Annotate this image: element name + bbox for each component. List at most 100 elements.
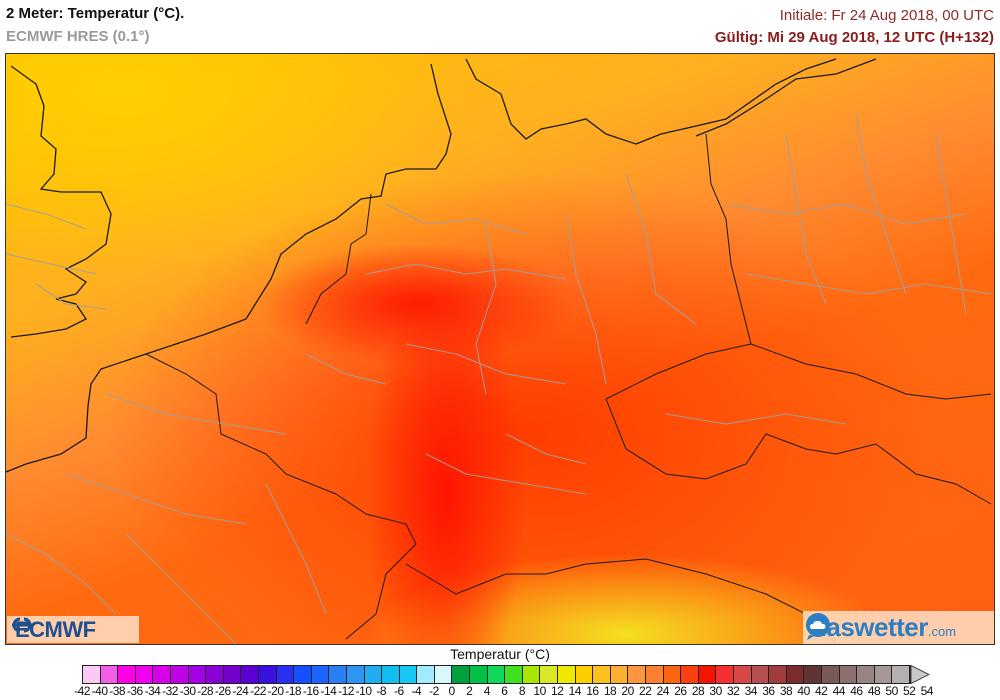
colorbar-swatch <box>258 666 277 683</box>
colorbar-tick: 16 <box>586 684 599 698</box>
colorbar-tick: 32 <box>727 684 740 698</box>
colorbar-swatch <box>153 666 171 683</box>
colorbar-tick: -36 <box>126 684 143 698</box>
colorbar-tick: 22 <box>639 684 652 698</box>
colorbar-extend-right-icon <box>910 665 931 684</box>
colorbar-swatch <box>663 666 682 683</box>
colorbar-tick: 52 <box>903 684 916 698</box>
colorbar-swatch <box>100 666 119 683</box>
colorbar-swatch <box>364 666 383 683</box>
colorbar-swatch <box>505 666 523 683</box>
border-at <box>405 558 837 644</box>
colorbar-tick: -16 <box>302 684 319 698</box>
colorbar-tick: -10 <box>355 684 372 698</box>
coastline-england <box>10 65 112 338</box>
colorbar-tick: 4 <box>483 684 491 698</box>
colorbar-swatch <box>470 666 488 683</box>
colorbar-tick-labels: -42 -40 -38 -36 -34 -32 -30 -28 -26 -24 -22 -20 -18-… <box>0 684 1000 700</box>
daswetter-logo: daswetter .com <box>803 611 994 644</box>
colorbar-swatch <box>399 666 418 683</box>
colorbar-swatch <box>593 666 611 683</box>
temperature-map[interactable]: ECMWF daswetter .com <box>5 53 995 645</box>
map-title: 2 Meter: Temperatur (°C). <box>6 5 185 22</box>
colorbar-tick: -38 <box>109 684 126 698</box>
colorbar-tick: -40 <box>91 684 108 698</box>
colorbar-tick: 24 <box>656 684 670 698</box>
colorbar-swatch <box>188 666 207 683</box>
colorbar-tick: 36 <box>762 684 775 698</box>
colorbar-swatch <box>610 666 629 683</box>
colorbar-tick: 20 <box>621 684 634 698</box>
daswetter-logo-text: daswetter <box>811 612 928 642</box>
colorbar-tick: 18 <box>603 684 617 698</box>
map-borders <box>6 58 992 644</box>
colorbar-swatch <box>716 666 734 683</box>
colorbar-tick: -34 <box>144 684 161 698</box>
colorbar-swatch <box>223 666 242 683</box>
colorbar-swatch <box>294 666 312 683</box>
colorbar-swatch <box>558 666 576 683</box>
colorbar-tick: -22 <box>250 684 266 698</box>
colorbar-tick: 46 <box>850 684 863 698</box>
ecmwf-logo: ECMWF <box>7 616 139 643</box>
colorbar-swatch <box>241 666 259 683</box>
colorbar-tick: 44 <box>832 684 846 698</box>
colorbar-swatch <box>874 666 893 683</box>
colorbar-swatch <box>857 666 875 683</box>
colorbar-swatch <box>769 666 787 683</box>
colorbar-swatch <box>276 666 295 683</box>
colorbar-tick: 10 <box>533 684 546 698</box>
colorbar-tick: -4 <box>411 684 422 698</box>
coastline-poland <box>695 58 877 137</box>
colorbar-tick: 42 <box>815 684 828 698</box>
colorbar-swatch <box>206 666 224 683</box>
colorbar-swatch <box>452 666 471 683</box>
colorbar-tick: 8 <box>518 684 526 698</box>
border-nl-de <box>305 193 372 325</box>
colorbar-tick: 6 <box>501 684 508 698</box>
colorbar-swatch <box>83 666 101 683</box>
colorbar-swatch <box>786 666 805 683</box>
colorbar-tick: -32 <box>162 684 178 698</box>
colorbar-swatch <box>522 666 541 683</box>
coastline-france <box>6 318 247 473</box>
colorbar-swatch <box>646 666 664 683</box>
colorbar-tick: -14 <box>320 684 337 698</box>
colorbar-tick: -6 <box>393 684 404 698</box>
colorbar <box>82 665 911 684</box>
border-be-fr <box>145 353 337 495</box>
colorbar-tick: 26 <box>674 684 687 698</box>
colorbar-swatch <box>311 666 330 683</box>
colorbar-swatch <box>329 666 347 683</box>
colorbar-title: Temperatur (°C) <box>450 646 550 662</box>
colorbar-tick: -20 <box>267 684 284 698</box>
colorbar-tick: 54 <box>920 684 934 698</box>
colorbar-swatch <box>839 666 858 683</box>
colorbar-tick: 2 <box>466 684 473 698</box>
colorbar-tick: -24 <box>232 684 249 698</box>
colorbar-swatch <box>118 666 136 683</box>
colorbar-swatch <box>804 666 822 683</box>
model-subtitle: ECMWF HRES (0.1°) <box>6 28 150 45</box>
colorbar-tick: 28 <box>691 684 705 698</box>
colorbar-swatch <box>821 666 840 683</box>
coastline-benelux <box>245 168 436 320</box>
daswetter-logo-suffix: .com <box>927 624 957 639</box>
colorbar-swatch <box>540 666 559 683</box>
colorbar-swatch <box>417 666 435 683</box>
colorbar-swatch <box>892 666 910 683</box>
colorbar-swatch <box>733 666 752 683</box>
coastline-germany-north <box>430 58 837 170</box>
border-cz <box>605 398 992 505</box>
colorbar-swatch <box>346 666 365 683</box>
colorbar-tick: 0 <box>448 684 456 698</box>
colorbar-tick: -28 <box>197 684 214 698</box>
border-cz-north <box>605 343 992 400</box>
colorbar-tick: 14 <box>568 684 582 698</box>
colorbar-tick: 48 <box>867 684 881 698</box>
colorbar-swatch <box>135 666 154 683</box>
colorbar-tick: -30 <box>179 684 196 698</box>
colorbar-tick: -18 <box>285 684 302 698</box>
colorbar-tick: -12 <box>338 684 354 698</box>
border-de-pl <box>705 133 752 345</box>
